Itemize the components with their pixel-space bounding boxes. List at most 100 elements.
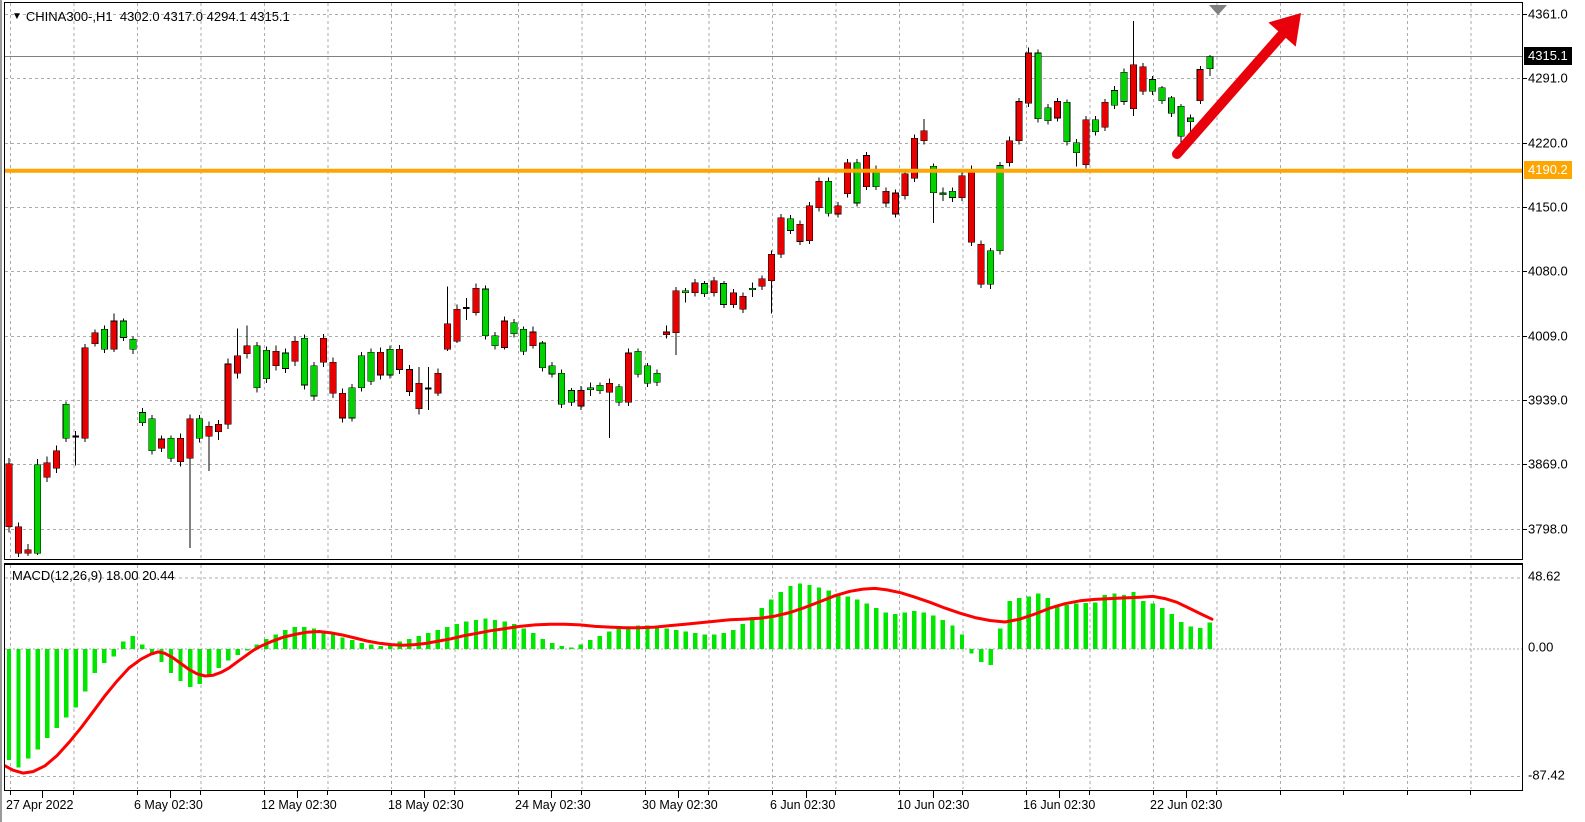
bull-candle[interactable]: [1034, 52, 1042, 120]
bear-candle[interactable]: [110, 320, 118, 350]
macd-chart[interactable]: [5, 565, 1522, 789]
bear-candle[interactable]: [234, 355, 242, 374]
bear-candle[interactable]: [729, 292, 737, 305]
bear-candle[interactable]: [15, 526, 23, 554]
bear-candle[interactable]: [24, 549, 32, 554]
bear-candle[interactable]: [205, 425, 213, 437]
bear-candle[interactable]: [186, 418, 194, 459]
bear-candle[interactable]: [1196, 69, 1204, 101]
bear-candle[interactable]: [710, 280, 718, 293]
price-chart-panel[interactable]: ▼ CHINA300-,H1 4302.0 4317.0 4294.1 4315.…: [4, 2, 1523, 560]
bull-candle[interactable]: [567, 390, 575, 403]
bull-candle[interactable]: [1149, 79, 1157, 92]
bull-candle[interactable]: [548, 365, 556, 375]
bull-candle[interactable]: [643, 365, 651, 384]
bear-candle[interactable]: [377, 351, 385, 376]
bear-candle[interactable]: [1015, 101, 1023, 142]
bull-candle[interactable]: [948, 190, 956, 198]
bull-candle[interactable]: [300, 338, 308, 386]
bull-candle[interactable]: [1206, 56, 1214, 69]
bear-candle[interactable]: [224, 363, 232, 425]
bull-candle[interactable]: [825, 180, 833, 214]
bull-candle[interactable]: [367, 351, 375, 382]
bear-candle[interactable]: [158, 438, 166, 449]
bear-candle[interactable]: [844, 162, 852, 195]
bull-candle[interactable]: [1063, 102, 1071, 143]
bull-candle[interactable]: [586, 387, 594, 390]
bear-candle[interactable]: [291, 340, 299, 362]
bull-candle[interactable]: [129, 338, 137, 350]
bull-candle[interactable]: [1111, 90, 1119, 106]
bull-candle[interactable]: [653, 372, 661, 383]
bull-candle[interactable]: [539, 342, 547, 369]
bear-candle[interactable]: [815, 180, 823, 208]
bull-candle[interactable]: [929, 166, 937, 194]
bull-candle[interactable]: [1168, 97, 1176, 114]
bull-candle[interactable]: [310, 365, 318, 397]
bull-candle[interactable]: [167, 437, 175, 459]
bear-candle[interactable]: [243, 345, 251, 355]
bull-candle[interactable]: [1177, 105, 1185, 137]
bear-candle[interactable]: [691, 282, 699, 294]
bull-candle[interactable]: [138, 412, 146, 423]
bear-candle[interactable]: [977, 243, 985, 285]
bear-candle[interactable]: [272, 350, 280, 367]
bull-candle[interactable]: [720, 283, 728, 305]
bear-candle[interactable]: [605, 382, 613, 393]
bull-candle[interactable]: [481, 288, 489, 336]
bull-candle[interactable]: [682, 290, 690, 293]
bear-candle[interactable]: [891, 192, 899, 215]
chart-shift-marker-icon[interactable]: [1209, 5, 1227, 15]
bear-candle[interactable]: [777, 217, 785, 255]
bull-candle[interactable]: [634, 350, 642, 375]
bull-candle[interactable]: [262, 349, 270, 379]
bull-candle[interactable]: [491, 335, 499, 347]
bull-candle[interactable]: [348, 387, 356, 419]
bear-candle[interactable]: [319, 338, 327, 363]
bull-candle[interactable]: [1187, 117, 1195, 123]
bull-candle[interactable]: [987, 250, 995, 285]
bear-candle[interactable]: [967, 168, 975, 243]
bear-candle[interactable]: [405, 369, 413, 392]
bear-candle[interactable]: [1101, 102, 1109, 128]
bear-candle[interactable]: [415, 382, 423, 410]
time-axis[interactable]: 27 Apr 2022 6 May 02:30 12 May 02:30 18 May…: [4, 791, 1523, 822]
bear-candle[interactable]: [81, 347, 89, 439]
bear-candle[interactable]: [5, 463, 13, 528]
bear-candle[interactable]: [472, 287, 480, 314]
bear-candle[interactable]: [1006, 140, 1014, 164]
bear-candle[interactable]: [329, 361, 337, 394]
bear-candle[interactable]: [834, 205, 842, 215]
bull-candle[interactable]: [520, 328, 528, 352]
bear-candle[interactable]: [396, 349, 404, 370]
bear-candle[interactable]: [796, 223, 804, 242]
bull-candle[interactable]: [1091, 119, 1099, 133]
bear-candle[interactable]: [920, 130, 928, 142]
bull-candle[interactable]: [358, 355, 366, 389]
bull-candle[interactable]: [558, 372, 566, 405]
bear-candle[interactable]: [43, 462, 51, 478]
bull-candle[interactable]: [853, 162, 861, 204]
bear-candle[interactable]: [1025, 52, 1033, 104]
price-axis[interactable]: 4361.0 4291.0 4220.0 4150.0 4080.0 4009.0 3939…: [1523, 0, 1585, 791]
bear-candle[interactable]: [901, 173, 909, 197]
bear-candle[interactable]: [1130, 64, 1138, 110]
bear-candle[interactable]: [1139, 66, 1147, 92]
bear-candle[interactable]: [577, 390, 585, 407]
bear-candle[interactable]: [910, 137, 918, 179]
bear-candle[interactable]: [1082, 119, 1090, 165]
bull-candle[interactable]: [939, 192, 947, 196]
bull-candle[interactable]: [748, 287, 756, 291]
bull-candle[interactable]: [615, 386, 623, 403]
bull-candle[interactable]: [100, 328, 108, 350]
bull-candle[interactable]: [253, 345, 261, 389]
bear-candle[interactable]: [672, 290, 680, 334]
bull-candle[interactable]: [62, 403, 70, 439]
bear-candle[interactable]: [958, 175, 966, 198]
bull-candle[interactable]: [1044, 107, 1052, 122]
bear-candle[interactable]: [338, 392, 346, 419]
bear-candle[interactable]: [501, 320, 509, 348]
bull-candle[interactable]: [510, 322, 518, 335]
bull-candle[interactable]: [786, 218, 794, 231]
hline-price-badge[interactable]: 4190.2: [1524, 160, 1572, 179]
